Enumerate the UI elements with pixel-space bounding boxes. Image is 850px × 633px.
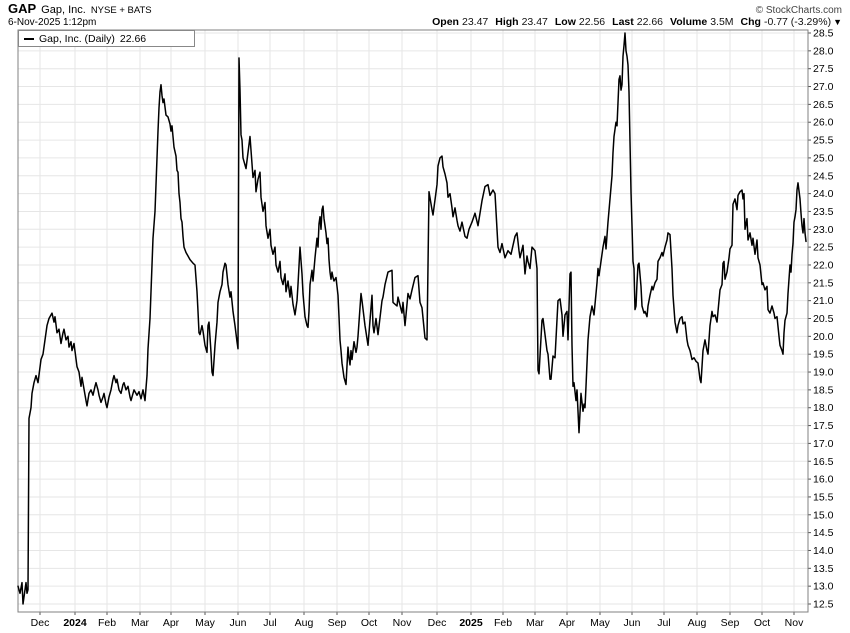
x-tick-label: Feb — [494, 617, 512, 629]
y-tick-label: 22.5 — [813, 242, 834, 254]
y-tick-label: 19.5 — [813, 349, 834, 361]
quote-row: 6-Nov-2025 1:12pm Open 23.47 High 23.47 Low 2… — [8, 16, 842, 29]
y-tick-label: 12.5 — [813, 599, 834, 611]
y-tick-label: 21.0 — [813, 295, 834, 307]
x-tick-label: Nov — [393, 617, 412, 629]
x-tick-label: Apr — [559, 617, 576, 629]
x-tick-label: Apr — [163, 617, 180, 629]
y-tick-label: 16.5 — [813, 456, 834, 468]
ticker-symbol: GAP — [8, 1, 37, 16]
title-row: GAP Gap, Inc. NYSE + BATS © StockCharts.… — [8, 1, 842, 16]
x-tick-label: Oct — [754, 617, 770, 629]
y-tick-label: 17.0 — [813, 438, 834, 450]
y-tick-label: 15.5 — [813, 491, 834, 503]
stat-low-value: 22.56 — [578, 16, 606, 28]
chart-legend: Gap, Inc. (Daily) 22.66 — [18, 30, 195, 47]
y-tick-label: 13.5 — [813, 563, 834, 575]
y-tick-label: 23.5 — [813, 206, 834, 218]
change-down-arrow-icon: ▼ — [833, 17, 842, 27]
y-tick-label: 13.0 — [813, 581, 834, 593]
price-line — [17, 32, 807, 605]
stat-high-label: High — [495, 16, 519, 28]
x-tick-label: Aug — [688, 617, 707, 629]
stat-chg-label: Chg — [740, 16, 761, 28]
stat-chg-value: -0.77 (-3.29%) — [763, 16, 832, 28]
y-tick-label: 27.0 — [813, 81, 834, 93]
x-tick-label: Mar — [526, 617, 545, 629]
y-tick-label: 20.5 — [813, 313, 834, 325]
exchange-label: NYSE + BATS — [90, 5, 152, 16]
x-tick-label: Jun — [230, 617, 247, 629]
x-tick-label: 2024 — [63, 617, 87, 629]
y-tick-label: 28.0 — [813, 45, 834, 57]
legend-last-value: 22.66 — [119, 32, 147, 45]
y-tick-label: 24.5 — [813, 170, 834, 182]
y-tick-label: 28.5 — [813, 28, 834, 40]
y-tick-label: 25.5 — [813, 135, 834, 147]
plot-frame — [17, 29, 809, 613]
y-tick-label: 14.5 — [813, 527, 834, 539]
x-tick-label: Jul — [263, 617, 276, 629]
x-tick-label: Nov — [785, 617, 804, 629]
series-swatch-icon — [24, 37, 34, 40]
x-tick-label: Jun — [624, 617, 641, 629]
y-tick-label: 26.0 — [813, 117, 834, 129]
y-tick-label: 19.0 — [813, 367, 834, 379]
legend-series-label: Gap, Inc. (Daily) — [39, 32, 115, 45]
company-name: Gap, Inc. — [41, 4, 86, 16]
y-tick-label: 27.5 — [813, 63, 834, 75]
x-tick-label: Sep — [721, 617, 740, 629]
y-tick-label: 21.5 — [813, 277, 834, 289]
y-tick-label: 20.0 — [813, 331, 834, 343]
stat-open-label: Open — [432, 16, 459, 28]
x-tick-label: Dec — [31, 617, 50, 629]
y-tick-label: 23.0 — [813, 224, 834, 236]
stat-open-value: 23.47 — [461, 16, 489, 28]
stat-last-label: Last — [612, 16, 634, 28]
datetime-label: 6-Nov-2025 1:12pm — [8, 17, 97, 28]
y-tick-label: 16.0 — [813, 474, 834, 486]
y-tick-label: 17.5 — [813, 420, 834, 432]
x-tick-label: Oct — [361, 617, 377, 629]
y-tick-label: 18.5 — [813, 384, 834, 396]
x-tick-label: Dec — [428, 617, 447, 629]
x-tick-label: May — [195, 617, 216, 629]
y-tick-label: 24.0 — [813, 188, 834, 200]
x-tick-label: Mar — [131, 617, 150, 629]
y-tick-label: 15.0 — [813, 509, 834, 521]
x-tick-label: Sep — [328, 617, 347, 629]
y-tick-label: 26.5 — [813, 99, 834, 111]
y-tick-label: 18.0 — [813, 402, 834, 414]
stat-volume-value: 3.5M — [710, 16, 734, 28]
copyright-label: © StockCharts.com — [755, 5, 842, 16]
stat-low-label: Low — [554, 16, 576, 28]
y-tick-label: 22.0 — [813, 259, 834, 271]
quote-stats: Open 23.47 High 23.47 Low 22.56 Last 22.66 Volum… — [425, 16, 842, 28]
x-tick-label: Aug — [295, 617, 314, 629]
x-tick-label: Feb — [98, 617, 116, 629]
y-tick-label: 14.0 — [813, 545, 834, 557]
y-tick-label: 25.0 — [813, 152, 834, 164]
stat-last-value: 22.66 — [636, 16, 664, 28]
stat-high-value: 23.47 — [521, 16, 548, 28]
stat-volume-label: Volume — [670, 16, 708, 28]
x-tick-label: May — [590, 617, 611, 629]
x-tick-label: Jul — [657, 617, 670, 629]
x-tick-label: 2025 — [459, 617, 483, 629]
